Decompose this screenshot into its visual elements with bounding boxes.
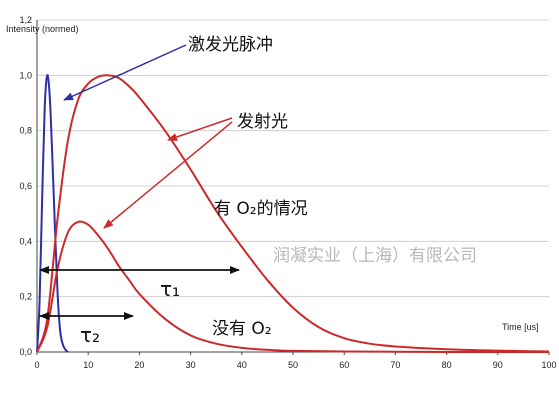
y-tick-label: 1,2 bbox=[19, 15, 32, 25]
y-axis-title: Intensity (normed) bbox=[6, 24, 79, 34]
y-tick-labels: 0,0 0,2 0,4 0,6 0,8 1,0 1,2 bbox=[19, 15, 32, 357]
x-axis-title: Time [us] bbox=[502, 322, 539, 332]
grid-lines bbox=[37, 19, 549, 298]
x-tick-labels: 0 10 20 30 40 50 60 70 80 90 100 bbox=[34, 352, 557, 370]
emission-without-o2-line bbox=[36, 220, 549, 354]
x-tick-label: 60 bbox=[339, 360, 349, 370]
tau1-label: τ₁ bbox=[160, 277, 180, 301]
watermark: 润凝实业（上海）有限公司 bbox=[273, 246, 477, 266]
y-tick-label: 0,8 bbox=[19, 126, 32, 136]
with-o2-label: 有 O₂的情况 bbox=[214, 199, 308, 219]
y-tick-label: 0,6 bbox=[19, 181, 32, 191]
without-o2-label: 没有 O₂ bbox=[212, 319, 272, 339]
x-tick-label: 50 bbox=[288, 360, 298, 370]
y-tick-label: 0,0 bbox=[19, 347, 32, 357]
excitation-pulse-line bbox=[36, 74, 69, 353]
emission-label: 发射光 bbox=[237, 112, 288, 132]
emission-arrow-lower bbox=[103, 121, 233, 229]
y-tick-label: 0,2 bbox=[19, 292, 32, 302]
x-tick-label: 0 bbox=[34, 360, 39, 370]
excitation-label: 激发光脉冲 bbox=[188, 35, 273, 55]
emission-arrow-upper bbox=[167, 117, 233, 141]
x-tick-label: 40 bbox=[237, 360, 247, 370]
excitation-arrow bbox=[63, 44, 187, 101]
x-tick-label: 10 bbox=[83, 360, 93, 370]
x-tick-label: 80 bbox=[442, 360, 452, 370]
x-tick-label: 70 bbox=[390, 360, 400, 370]
x-tick-label: 100 bbox=[541, 360, 556, 370]
y-tick-label: 1,0 bbox=[19, 70, 32, 80]
x-tick-label: 90 bbox=[493, 360, 503, 370]
x-tick-label: 20 bbox=[134, 360, 144, 370]
y-tick-label: 0,4 bbox=[19, 236, 32, 246]
tau2-label: τ₂ bbox=[80, 323, 100, 347]
x-tick-label: 30 bbox=[186, 360, 196, 370]
